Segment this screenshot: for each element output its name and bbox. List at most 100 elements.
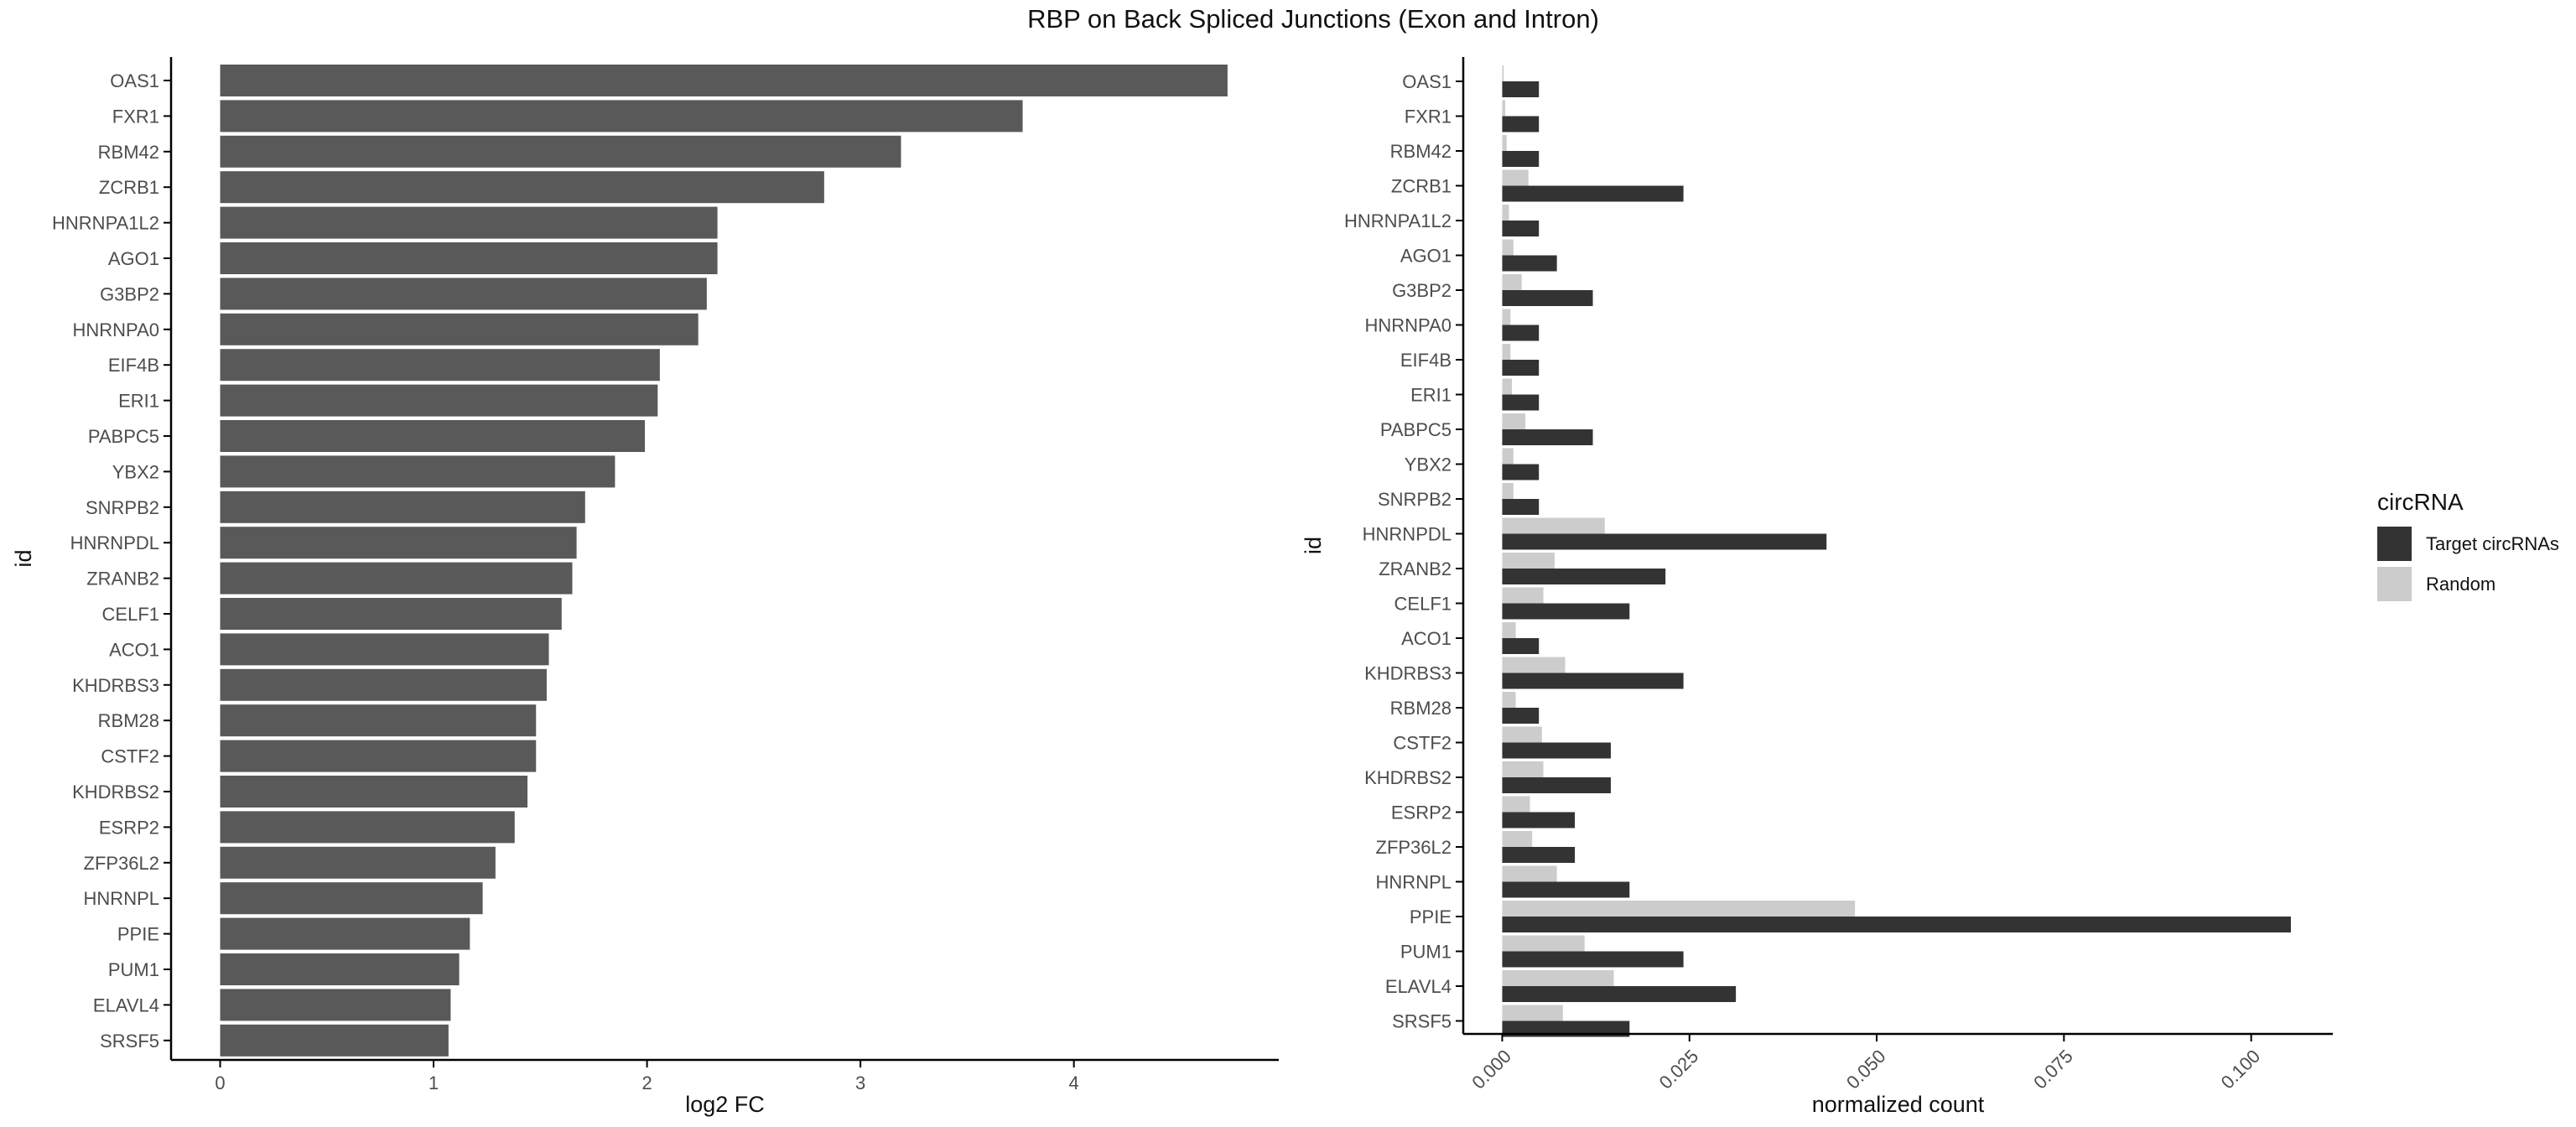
ytick-label: PUM1 [1400, 942, 1452, 963]
bar-random-zranb2 [1502, 553, 1555, 569]
ytick-label: FXR1 [112, 106, 159, 127]
ytick-label: ZRANB2 [86, 569, 159, 589]
bar-random-oas1 [1502, 65, 1504, 81]
bar-target-fxr1 [1502, 116, 1540, 132]
legend-title: circRNA [2377, 489, 2464, 515]
bar-hnrnpdl [220, 527, 577, 559]
bar-random-zcrb1 [1502, 169, 1529, 186]
bar-target-zcrb1 [1502, 185, 1684, 202]
log2fc-panel: OAS1 FXR1 RBM42 ZCRB1 HNRNPA1L2 AGO1 G3BP2 HNRN… [11, 57, 1279, 1117]
bar-elavl4 [220, 989, 451, 1021]
y-axis-label: id [11, 549, 36, 567]
ytick-label: FXR1 [1405, 106, 1452, 127]
ytick-label: PPIE [1410, 906, 1452, 927]
bar-random-g3bp2 [1502, 274, 1522, 290]
bar-target-celf1 [1502, 603, 1630, 620]
legend-label-random: Random [2426, 574, 2496, 595]
ytick-label: HNRNPA0 [72, 319, 159, 340]
ytick-label: SRSF5 [100, 1031, 159, 1052]
bar-target-zfp36l2 [1502, 847, 1576, 863]
xtick-label: 2 [641, 1072, 652, 1093]
legend-label-target: Target circRNAs [2426, 533, 2559, 554]
bar-pum1 [220, 953, 460, 985]
bar-random-rbm42 [1502, 135, 1507, 151]
bar-target-eri1 [1502, 394, 1540, 411]
bar-zcrb1 [220, 171, 824, 204]
ytick-label: YBX2 [112, 461, 159, 482]
bar-target-khdrbs3 [1502, 673, 1684, 689]
bar-random-khdrbs2 [1502, 761, 1544, 777]
bar-rbm42 [220, 135, 901, 168]
bar-random-esrp2 [1502, 796, 1530, 813]
ytick-label: ZFP36L2 [84, 853, 160, 874]
bar-khdrbs2 [220, 776, 528, 808]
bar-random-hnrnpa0 [1502, 309, 1511, 325]
bar-target-hnrnpa0 [1502, 325, 1540, 341]
bar-target-pum1 [1502, 951, 1684, 968]
bar-target-hnrnpdl [1502, 533, 1827, 550]
ytick-label: KHDRBS2 [72, 782, 159, 802]
ytick-label: ZRANB2 [1379, 558, 1452, 579]
ytick-label: EIF4B [1400, 350, 1452, 371]
ytick-label: AGO1 [108, 248, 159, 269]
bar-random-pabpc5 [1502, 413, 1526, 429]
bar-random-hnrnpa1l2 [1502, 205, 1509, 221]
ytick-label: OAS1 [110, 70, 159, 91]
bar-target-pabpc5 [1502, 429, 1593, 445]
ytick-label: HNRNPDL [1363, 524, 1452, 545]
bar-target-khdrbs2 [1502, 777, 1611, 793]
bar-random-snrpb2 [1502, 483, 1514, 499]
ytick-label: ACO1 [109, 639, 159, 660]
xtick-label: 0.050 [1842, 1046, 1890, 1093]
bar-target-aco1 [1502, 638, 1540, 654]
bar-target-ybx2 [1502, 464, 1540, 480]
bar-zranb2 [220, 562, 573, 595]
bar-target-ago1 [1502, 255, 1557, 272]
ytick-label: YBX2 [1405, 454, 1452, 475]
ytick-label: OAS1 [1402, 71, 1452, 92]
bar-random-rbm28 [1502, 692, 1516, 708]
ytick-label: KHDRBS3 [1364, 663, 1452, 684]
ytick-label: RBM42 [1390, 141, 1452, 162]
bar-snrpb2 [220, 491, 585, 523]
ytick-label: ACO1 [1401, 628, 1452, 649]
bar-target-g3bp2 [1502, 290, 1593, 306]
ytick-label: KHDRBS2 [1364, 767, 1452, 788]
bar-random-ago1 [1502, 239, 1514, 256]
xtick-label: 0.000 [1467, 1046, 1515, 1093]
xtick-label: 0.025 [1655, 1046, 1703, 1093]
bar-pabpc5 [220, 420, 646, 452]
ytick-label: G3BP2 [1392, 280, 1452, 301]
xtick-label: 3 [855, 1072, 865, 1093]
bar-cstf2 [220, 740, 537, 772]
ytick-label: PABPC5 [88, 426, 159, 447]
ytick-label: ELAVL4 [93, 995, 159, 1015]
xtick-label: 1 [428, 1072, 439, 1093]
bar-target-snrpb2 [1502, 499, 1540, 515]
ytick-label: KHDRBS3 [72, 675, 159, 696]
bar-random-eri1 [1502, 378, 1513, 395]
bar-random-celf1 [1502, 587, 1544, 604]
ytick-label: RBM28 [98, 710, 159, 731]
ytick-label: HNRNPL [1376, 872, 1452, 893]
bar-ybx2 [220, 455, 615, 488]
ytick-label: PPIE [117, 924, 159, 945]
bar-g3bp2 [220, 278, 707, 310]
bar-target-zranb2 [1502, 569, 1666, 584]
legend-swatch-target [2377, 527, 2412, 561]
bar-random-srsf5 [1502, 1005, 1563, 1021]
ytick-label: RBM28 [1390, 698, 1452, 719]
bar-esrp2 [220, 811, 515, 844]
ytick-label: AGO1 [1400, 246, 1452, 267]
bar-target-rbm42 [1502, 151, 1540, 167]
bar-target-eif4b [1502, 360, 1540, 376]
ytick-label: ZFP36L2 [1376, 837, 1452, 858]
bar-random-zfp36l2 [1502, 831, 1533, 847]
ytick-label: SRSF5 [1392, 1011, 1452, 1032]
bar-target-ppie [1502, 917, 2291, 932]
ytick-label: ELAVL4 [1385, 976, 1452, 997]
ytick-label: ZCRB1 [1391, 176, 1452, 197]
bar-random-pum1 [1502, 935, 1585, 952]
ytick-label: ERI1 [1410, 385, 1452, 406]
